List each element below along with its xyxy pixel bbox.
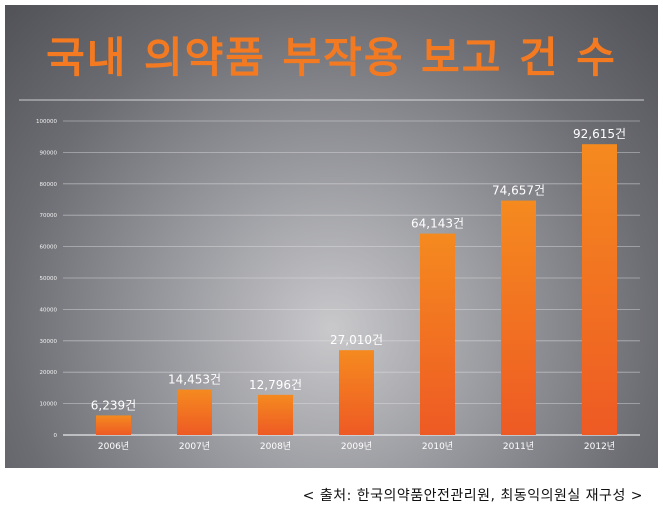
y-tick-label: 50000 (40, 276, 58, 282)
bar-2009년 (339, 350, 374, 435)
bar-2012년 (582, 144, 617, 435)
y-tick-label: 90000 (40, 150, 58, 156)
x-axis-ticks: 2006년 2007년 2008년 2009년 2010년 2011년 2012년 (98, 441, 615, 452)
x-tick-label: 2012년 (584, 441, 615, 452)
x-tick-label: 2008년 (260, 441, 291, 452)
bar-2008년 (258, 394, 293, 435)
data-label: 92,615건 (573, 127, 626, 141)
x-tick-label: 2010년 (422, 441, 453, 452)
y-tick-label: 30000 (40, 339, 58, 345)
title-divider (19, 99, 644, 101)
y-tick-label: 70000 (40, 213, 58, 219)
data-label: 27,010건 (330, 333, 383, 347)
data-label: 64,143건 (411, 217, 464, 231)
data-label: 74,657건 (492, 184, 545, 198)
y-tick-label: 100000 (36, 119, 57, 125)
data-label: 12,796건 (249, 378, 302, 392)
y-tick-label: 60000 (40, 245, 58, 251)
y-tick-label: 0 (54, 433, 58, 439)
y-tick-label: 20000 (40, 370, 58, 376)
chart-panel: 국내 의약품 부작용 보고 건 수 0 10000 20000 30000 40000 5… (5, 5, 658, 468)
gridlines (63, 120, 640, 436)
data-label: 14,453건 (168, 373, 221, 387)
x-tick-label: 2009년 (341, 441, 372, 452)
source-note: < 출처: 한국의약품안전관리원, 최동익의원실 재구성 > (302, 488, 643, 504)
bar-2006년 (96, 415, 131, 435)
bar-chart: 0 10000 20000 30000 40000 50000 60000 70000 8000… (36, 119, 640, 452)
chart-title: 국내 의약품 부작용 보고 건 수 (46, 33, 617, 82)
bar-2010년 (420, 233, 455, 435)
y-tick-label: 10000 (40, 402, 58, 408)
y-tick-label: 40000 (40, 307, 58, 313)
bars (96, 144, 617, 435)
x-tick-label: 2011년 (503, 441, 534, 452)
bar-2011년 (501, 200, 536, 435)
x-tick-label: 2007년 (179, 441, 210, 452)
y-tick-label: 80000 (40, 182, 58, 188)
x-tick-label: 2006년 (98, 441, 129, 452)
y-axis-ticks: 0 10000 20000 30000 40000 50000 60000 70000 8000… (36, 119, 58, 439)
data-label: 6,239건 (91, 398, 136, 412)
bar-2007년 (177, 389, 212, 435)
data-labels: 6,239건 14,453건 12,796건 27,010건 64,143건 74,657… (91, 127, 626, 412)
